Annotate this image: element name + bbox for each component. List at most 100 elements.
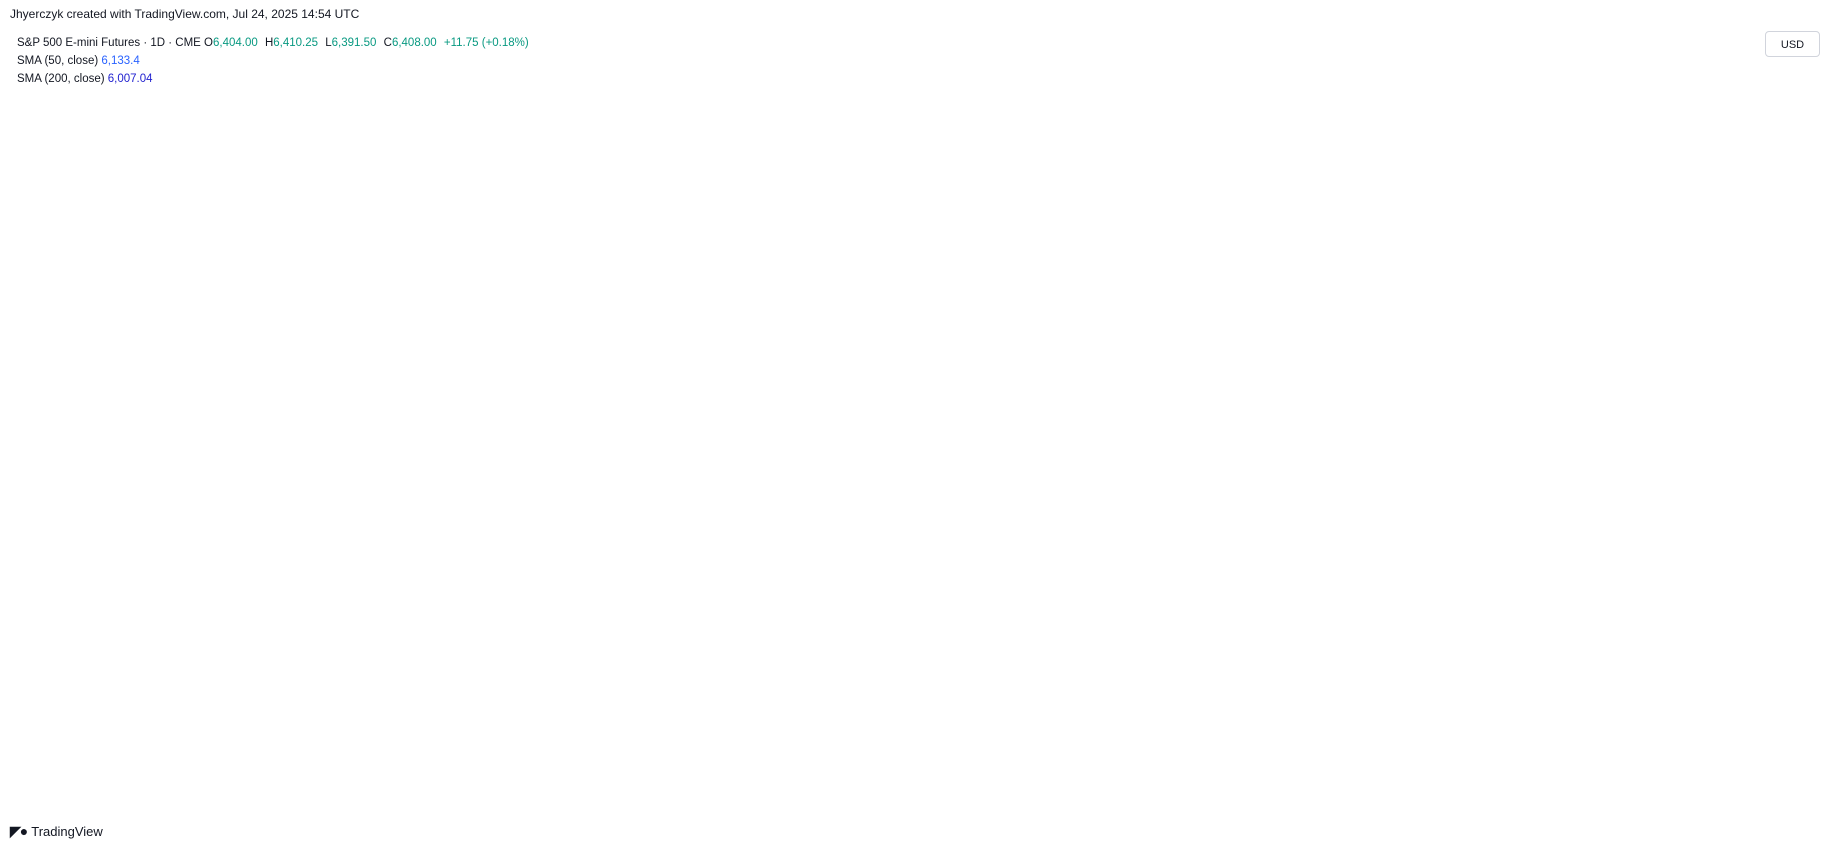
x-tick-label: Aug xyxy=(1649,808,1670,820)
candle-body[interactable] xyxy=(1282,230,1299,245)
symbol-name: S&P 500 E-mini Futures · 1D · CME xyxy=(17,37,201,49)
candle-body[interactable] xyxy=(372,526,388,553)
x-tick-label: Jun xyxy=(641,808,661,820)
candle-body[interactable] xyxy=(1528,162,1545,166)
candle-body[interactable] xyxy=(495,596,511,601)
candle-body[interactable] xyxy=(1503,172,1520,215)
candle-body[interactable] xyxy=(421,482,438,520)
candle-body[interactable] xyxy=(888,433,905,511)
candle-body[interactable] xyxy=(396,487,413,524)
y-tick-label: 5,930.00 xyxy=(1768,576,1811,588)
candle-body[interactable] xyxy=(470,508,487,588)
y-tick-label: 5,705.00 xyxy=(1768,773,1811,785)
sma200-value: 6,007.04 xyxy=(107,73,153,85)
brand-footer[interactable]: ◤● TradingView xyxy=(10,823,103,840)
candle-body[interactable] xyxy=(273,740,290,750)
replay-icon-glyph: » xyxy=(883,770,889,781)
candle-body[interactable] xyxy=(814,431,831,443)
x-tick-label: 10 xyxy=(1284,808,1296,820)
candle-body[interactable] xyxy=(667,475,684,504)
sma50-price-tag-text: 6,133.4 xyxy=(1772,398,1810,410)
candle-body[interactable] xyxy=(790,428,807,457)
sma200-legend[interactable]: SMA (200, close) 6,007.04 xyxy=(17,70,533,88)
sma200-price-tag xyxy=(1761,505,1819,523)
sma50-legend[interactable]: SMA (50, close) 6,133.4 xyxy=(17,52,533,70)
candle-body[interactable] xyxy=(322,558,339,590)
y-tick-label: 6,400.00 xyxy=(1768,164,1811,176)
candle-body[interactable] xyxy=(1454,216,1471,226)
sma200-label: SMA (200, close) xyxy=(17,73,105,85)
change-value: +11.75 (+0.18%) xyxy=(443,37,529,49)
y-tick-label: 6,360.00 xyxy=(1768,199,1811,211)
candle-body[interactable] xyxy=(1233,279,1249,287)
candle-body[interactable] xyxy=(1110,294,1126,322)
candle-body[interactable] xyxy=(175,731,192,764)
candle-body[interactable] xyxy=(347,556,364,564)
close-label: C xyxy=(383,37,392,49)
candle-body[interactable] xyxy=(126,778,142,790)
candle-body[interactable] xyxy=(199,763,216,781)
candle-body[interactable] xyxy=(839,424,856,450)
candle-body[interactable] xyxy=(1085,320,1102,345)
candle-body[interactable] xyxy=(691,484,708,487)
y-tick-label: 5,970.00 xyxy=(1768,541,1811,553)
open-value: 6,404.00 xyxy=(213,37,258,49)
candle-body[interactable] xyxy=(1429,219,1446,226)
candle-body[interactable] xyxy=(1405,219,1422,252)
sma50-line xyxy=(10,401,1537,789)
candle-body[interactable] xyxy=(224,771,241,781)
tradingview-logo-icon: ◤● xyxy=(10,823,28,839)
last-price-tag-text: 6,408.00 xyxy=(1769,157,1812,169)
candle-body[interactable] xyxy=(962,487,979,501)
sma200-price-tag-text: 6,007.04 xyxy=(1769,508,1813,520)
candle-body[interactable] xyxy=(913,433,930,494)
candle-body[interactable] xyxy=(519,589,536,637)
candle-body[interactable] xyxy=(249,736,265,772)
y-tick-label: 5,890.00 xyxy=(1768,611,1811,623)
candle-body[interactable] xyxy=(445,488,462,509)
candle-body[interactable] xyxy=(1306,232,1323,252)
candle-body[interactable] xyxy=(1011,389,1028,451)
candle-body[interactable] xyxy=(1183,230,1200,275)
open-label: O xyxy=(204,37,213,49)
candle-body[interactable] xyxy=(1159,277,1176,297)
candle-body[interactable] xyxy=(864,426,880,494)
candle-body[interactable] xyxy=(1356,241,1372,266)
symbol-row[interactable]: S&P 500 E-mini Futures · 1D · CME O6,404… xyxy=(17,34,533,52)
y-tick-label: 5,775.00 xyxy=(1768,712,1811,724)
candle-body[interactable] xyxy=(716,484,733,509)
high-value: 6,410.25 xyxy=(273,37,319,49)
candle-body[interactable] xyxy=(1479,214,1495,217)
candle-body[interactable] xyxy=(642,500,659,545)
candle-body[interactable] xyxy=(987,448,1003,553)
candle-body[interactable] xyxy=(741,461,757,529)
candle-body[interactable] xyxy=(618,541,634,546)
candle-body[interactable] xyxy=(1331,240,1348,273)
currency-button[interactable]: USD xyxy=(1765,31,1820,57)
candle-body[interactable] xyxy=(937,487,954,492)
x-tick-label: 10 xyxy=(792,808,804,820)
candle-body[interactable] xyxy=(1036,395,1053,398)
x-tick-label: 23 xyxy=(1505,808,1517,820)
candle-body[interactable] xyxy=(150,729,167,774)
y-tick-label: 6,440.00 xyxy=(1768,129,1811,141)
candle-body[interactable] xyxy=(1257,244,1274,278)
low-value: 6,391.50 xyxy=(331,37,377,49)
sma200-line xyxy=(10,511,1537,587)
candle-body[interactable] xyxy=(298,591,315,685)
y-tick-label: 6,010.00 xyxy=(1768,506,1811,518)
candle-body[interactable] xyxy=(544,523,561,634)
sma50-value: 6,133.4 xyxy=(101,55,140,67)
replay-icon[interactable] xyxy=(876,764,896,784)
y-tick-label: 6,270.00 xyxy=(1768,278,1811,290)
candle-body[interactable] xyxy=(765,461,782,464)
price-annotation: 5959.00 xyxy=(961,562,1030,583)
candle-body[interactable] xyxy=(1208,240,1225,278)
candle-body[interactable] xyxy=(593,533,610,536)
candle-body[interactable] xyxy=(1134,298,1151,301)
y-tick-label: 5,739.00 xyxy=(1768,743,1811,755)
candle-body[interactable] xyxy=(1060,346,1077,396)
candle-body[interactable] xyxy=(568,528,585,553)
candle-body[interactable] xyxy=(1380,249,1397,273)
